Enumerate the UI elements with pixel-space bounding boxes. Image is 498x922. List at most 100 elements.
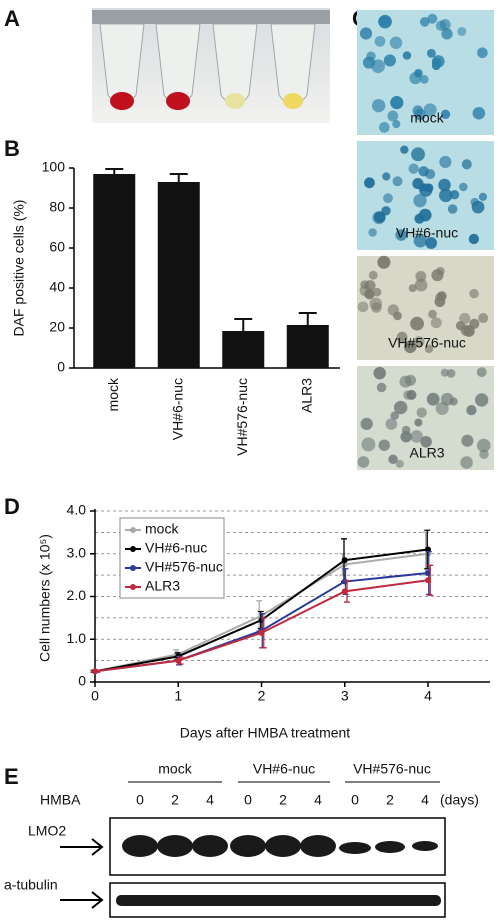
legend-label: mock: [145, 521, 179, 537]
cell: [410, 430, 423, 443]
cell: [478, 192, 488, 202]
cell: [461, 159, 472, 170]
cell: [475, 393, 489, 407]
cell: [357, 301, 369, 313]
row-label: a-tubulin: [4, 877, 58, 893]
cell: [395, 459, 404, 468]
lane-label: 0: [244, 792, 252, 808]
panel-label: A: [4, 6, 20, 31]
point: [425, 569, 431, 576]
cell: [419, 75, 429, 84]
cell: [428, 309, 437, 319]
cell: [403, 340, 417, 354]
cell: [469, 318, 480, 329]
cell: [390, 96, 404, 110]
cell: [368, 270, 378, 280]
cell: [403, 390, 413, 400]
x-tick-label: 4: [424, 688, 432, 704]
x-axis-label: Days after HMBA treatment: [180, 725, 351, 741]
cell: [440, 368, 449, 377]
point: [425, 577, 431, 584]
cell: [479, 449, 489, 459]
cell: [478, 313, 489, 324]
cell: [435, 20, 447, 31]
cell: [439, 188, 453, 203]
panel-label: B: [4, 136, 20, 161]
cell: [371, 98, 386, 113]
y-tick-label: 20: [49, 319, 65, 335]
treatment-label: HMBA: [40, 792, 81, 808]
cell: [408, 163, 419, 174]
group-label: mock: [158, 761, 192, 777]
cell: [449, 190, 460, 200]
bar: [93, 174, 136, 368]
cell: [400, 145, 409, 154]
cell: [431, 61, 441, 71]
cell: [459, 312, 471, 325]
cell: [434, 296, 446, 308]
cell: [466, 404, 477, 416]
x-tick-label: 1: [174, 688, 182, 704]
bar: [157, 182, 200, 368]
cell: [382, 172, 391, 181]
cell: [469, 288, 479, 299]
cell: [461, 434, 474, 447]
cell: [447, 204, 458, 214]
cell: [379, 15, 389, 25]
y-tick-label: 80: [49, 199, 65, 215]
y-tick-label: 0: [78, 673, 86, 689]
y-tick-label: 3.0: [67, 544, 87, 560]
cell: [361, 437, 376, 452]
cell: [383, 193, 393, 204]
cell: [383, 54, 396, 67]
error-bar: [234, 318, 253, 331]
row-label: LMO2: [28, 823, 66, 839]
cell: [431, 269, 444, 282]
cell: [425, 237, 438, 249]
cell: [472, 106, 486, 120]
point: [92, 668, 98, 675]
image-label: ALR3: [409, 445, 444, 461]
cell: [392, 176, 403, 187]
bar: [222, 331, 265, 368]
cell: [400, 431, 412, 443]
y-tick-label: 0: [57, 359, 65, 375]
error-bar: [105, 168, 124, 174]
cell: [424, 344, 434, 354]
cell: [414, 418, 423, 427]
image-label: VH#576-nuc: [388, 335, 466, 351]
x-tick-label: mock: [105, 377, 121, 411]
y-tick-label: 60: [49, 239, 65, 255]
cell: [390, 411, 399, 420]
panel-label: D: [4, 494, 20, 519]
legend-marker: [130, 584, 136, 590]
cell: [413, 234, 427, 248]
cell: [408, 284, 417, 293]
legend-box: [119, 517, 225, 599]
point: [341, 561, 348, 568]
cell: [392, 120, 401, 129]
cell: [385, 418, 398, 430]
cell: [396, 331, 408, 343]
y-axis-label: DAF positive cells (%): [11, 200, 27, 337]
cell: [441, 28, 453, 40]
unit-label: (days): [440, 792, 479, 808]
cell: [410, 316, 424, 331]
error-bar: [298, 312, 317, 325]
image-label: VH#6-nuc: [396, 225, 458, 241]
y-tick-label: 1.0: [67, 630, 87, 646]
cell: [425, 169, 436, 180]
blot: [60, 781, 446, 918]
cell: [430, 317, 442, 329]
cell: [374, 35, 386, 47]
cell: [427, 13, 438, 24]
lane-label: 4: [314, 792, 322, 808]
cell: [420, 436, 432, 448]
cell: [413, 336, 425, 347]
cell: [414, 278, 428, 292]
lane-label: 2: [386, 792, 394, 808]
x-tick-label: ALR3: [298, 378, 314, 413]
cell: [376, 382, 387, 393]
y-tick-label: 100: [42, 159, 66, 175]
cell: [399, 375, 412, 388]
